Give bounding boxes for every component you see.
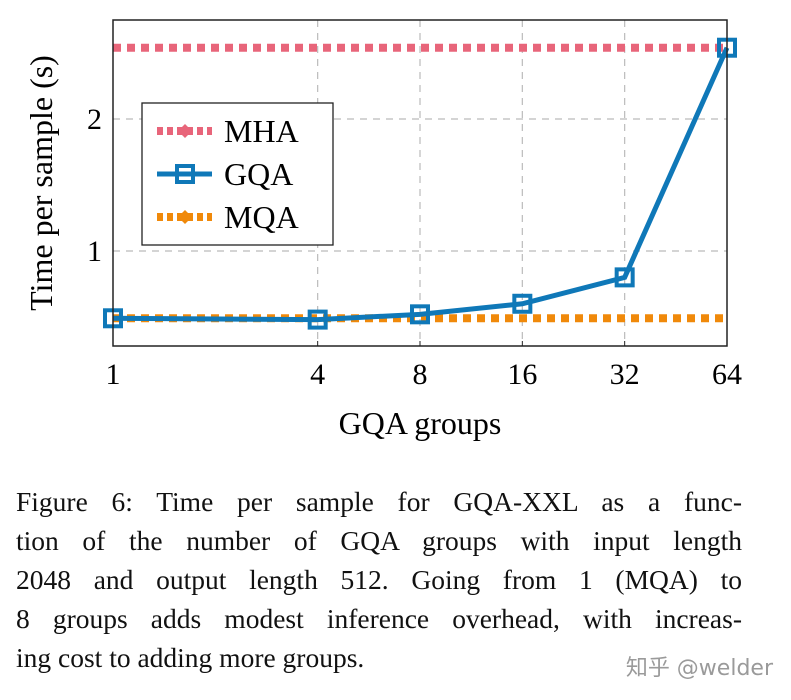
figure-caption: Figure 6: Time per sample for GQA-XXL as…	[16, 482, 742, 677]
legend-label: GQA	[224, 156, 293, 192]
series-lines	[103, 37, 737, 330]
legend-marker-diamond	[178, 124, 192, 138]
caption-line: tion of the number of GQA groups with in…	[16, 525, 742, 556]
caption-line: 8 groups adds modest inference overhead,…	[16, 603, 742, 634]
x-tick-label: 4	[310, 358, 325, 391]
tick-labels: 1 4 8 16 32 64 1 2	[87, 103, 742, 391]
series-line-gqa	[112, 46, 730, 323]
y-tick-label: 2	[87, 103, 102, 136]
legend-label: MHA	[224, 113, 299, 149]
plot-frame	[112, 19, 728, 347]
data-point-gqa	[307, 309, 328, 330]
data-point-gqa	[614, 267, 635, 288]
legend: MHA GQA MQA	[141, 102, 334, 246]
caption-line: 2048 and output length 512. Going from 1…	[16, 564, 742, 595]
watermark: 知乎 @welder	[625, 656, 773, 681]
legend-label: MQA	[224, 199, 299, 235]
legend-marker-square	[175, 164, 195, 184]
x-tick-label: 1	[106, 358, 121, 391]
x-axis-label: GQA groups	[339, 405, 502, 441]
chart: 1 4 8 16 32 64 1 2 GQA groups Time per sample (…	[23, 19, 742, 441]
x-tick-label: 64	[712, 358, 742, 391]
y-tick-label: 1	[87, 235, 102, 268]
data-point-gqa	[512, 293, 533, 314]
y-axis-label: Time per sample (s)	[23, 55, 59, 311]
data-point-gqa	[410, 304, 430, 325]
x-tick-label: 8	[413, 358, 428, 391]
x-tick-label: 16	[507, 358, 537, 391]
caption-line: ing cost to adding more groups.	[16, 642, 365, 673]
x-tick-label: 32	[610, 358, 640, 391]
legend-marker-diamond	[178, 210, 192, 224]
grid	[112, 20, 728, 346]
caption-line: Figure 6: Time per sample for GQA-XXL as…	[16, 486, 742, 517]
